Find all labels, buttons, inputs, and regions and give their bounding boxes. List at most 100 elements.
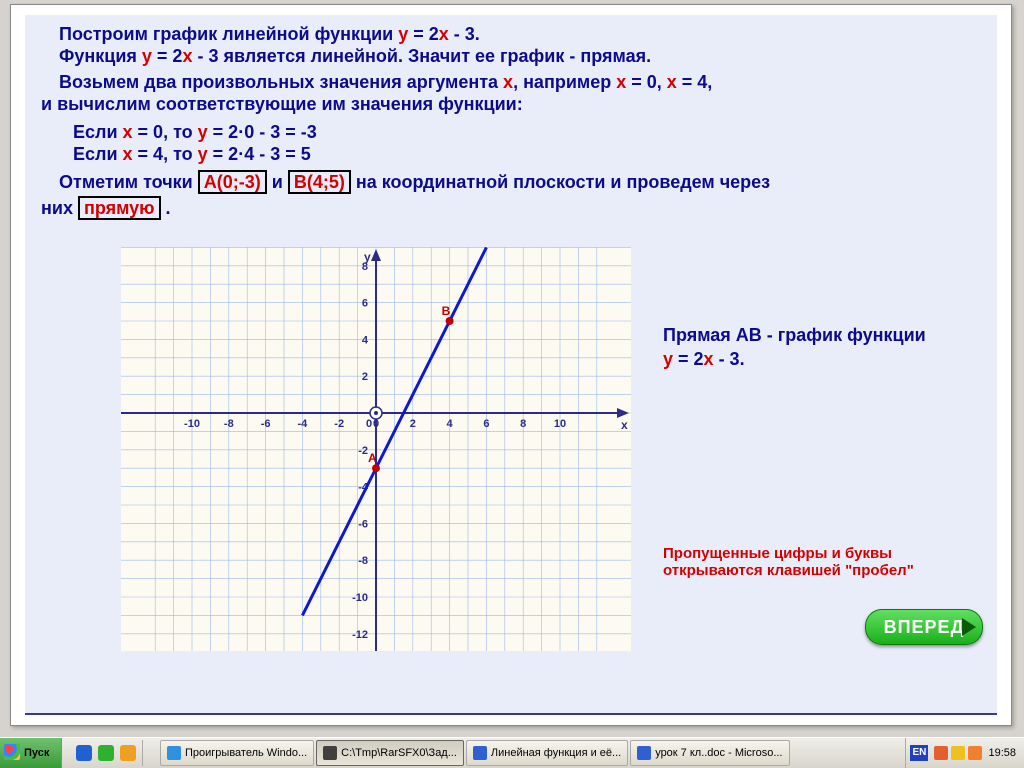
l3-x: х <box>503 72 513 92</box>
tray-icon[interactable] <box>968 746 982 760</box>
l2-eq: = 2 <box>152 46 183 66</box>
quicklaunch-icon[interactable] <box>120 745 136 761</box>
slide-divider <box>25 713 997 715</box>
l1-b: - 3. <box>449 24 480 44</box>
l2-b: - 3 является линейной. Значит ее график … <box>192 46 651 66</box>
l6-c: = 2·4 - 3 = 5 <box>208 144 311 164</box>
l5-a: Если <box>73 122 123 142</box>
l5-y: у <box>198 122 208 142</box>
l3-a: Возьмем два произвольных значения аргуме… <box>59 72 503 92</box>
svg-text:A: A <box>368 451 377 465</box>
svg-text:-6: -6 <box>358 518 368 530</box>
l5-x: х <box>123 122 133 142</box>
svg-text:8: 8 <box>520 418 526 430</box>
line7: Отметим точки А(0;-3) и В(4;5) на коорди… <box>59 171 770 193</box>
taskbar-button[interactable]: урок 7 кл..doc - Microso... <box>630 740 789 766</box>
point-b-box: В(4;5) <box>288 170 351 194</box>
cap-y: у <box>663 349 673 369</box>
cap-b: - 3. <box>714 349 745 369</box>
cap-eq: = 2 <box>673 349 704 369</box>
l8-a: них <box>41 198 78 218</box>
clock[interactable]: 19:58 <box>988 747 1016 759</box>
tray-icon[interactable] <box>934 746 948 760</box>
taskbar-button[interactable]: C:\Tmp\RarSFX0\Зад... <box>316 740 464 766</box>
svg-text:4: 4 <box>362 334 369 346</box>
l2-x: х <box>182 46 192 66</box>
svg-text:4: 4 <box>447 418 454 430</box>
svg-text:y: y <box>364 250 371 264</box>
svg-text:-2: -2 <box>334 418 344 430</box>
system-tray: EN 19:58 <box>905 738 1020 768</box>
line5: Если х = 0, то у = 2·0 - 3 = -3 <box>73 121 317 143</box>
point-a-box: А(0;-3) <box>198 170 267 194</box>
cap1: Прямая АВ - график функции <box>663 325 926 345</box>
svg-text:-10: -10 <box>352 592 368 604</box>
taskbar-button-label: урок 7 кл..doc - Microso... <box>655 747 782 759</box>
svg-text:-8: -8 <box>224 418 234 430</box>
line6: Если х = 4, то у = 2·4 - 3 = 5 <box>73 143 311 165</box>
chart-svg: -10-8-6-4-20246810-12-10-8-6-4-22468xy0A… <box>121 247 631 651</box>
l1-y: у <box>398 24 408 44</box>
l7-b: и <box>267 172 288 192</box>
app-icon <box>637 746 651 760</box>
svg-text:6: 6 <box>362 298 368 310</box>
quicklaunch-icon[interactable] <box>98 745 114 761</box>
taskbar-button[interactable]: Линейная функция и её... <box>466 740 628 766</box>
l7-c: на координатной плоскости и проведем чер… <box>351 172 770 192</box>
start-button[interactable]: Пуск <box>0 738 62 768</box>
svg-text:6: 6 <box>483 418 489 430</box>
slide-window: Построим график линейной функции у = 2х … <box>10 4 1012 726</box>
line2: Функция у = 2х - 3 является линейной. Зн… <box>59 45 651 67</box>
next-label: ВПЕРЕД <box>884 617 965 637</box>
taskbar-button-label: C:\Tmp\RarSFX0\Зад... <box>341 747 457 759</box>
quicklaunch-icon[interactable] <box>76 745 92 761</box>
l2-a: Функция <box>59 46 142 66</box>
l3-b: , например <box>513 72 616 92</box>
desktop: Построим график линейной функции у = 2х … <box>0 0 1024 768</box>
svg-text:2: 2 <box>410 418 416 430</box>
cap-x: х <box>704 349 714 369</box>
taskbar-tasks: Проигрыватель Windo... C:\Tmp\RarSFX0\Зад… <box>160 740 790 766</box>
svg-text:10: 10 <box>554 418 566 430</box>
line-box: прямую <box>78 196 161 220</box>
l6-b: = 4, то <box>133 144 198 164</box>
svg-text:2: 2 <box>362 371 368 383</box>
chart-plot: -10-8-6-4-20246810-12-10-8-6-4-22468xy0A… <box>121 247 631 651</box>
line3: Возьмем два произвольных значения аргуме… <box>59 71 712 93</box>
tray-icon[interactable] <box>951 746 965 760</box>
svg-text:x: x <box>621 418 628 432</box>
app-icon <box>167 746 181 760</box>
quick-launch <box>70 740 143 766</box>
svg-text:-10: -10 <box>184 418 200 430</box>
l6-x: х <box>123 144 133 164</box>
l5-b: = 0, то <box>133 122 198 142</box>
caption: Прямая АВ - график функции у = 2х - 3. <box>663 323 983 371</box>
l3-x4: х <box>667 72 677 92</box>
svg-text:B: B <box>442 304 451 318</box>
svg-text:-8: -8 <box>358 555 368 567</box>
app-icon <box>323 746 337 760</box>
svg-text:-4: -4 <box>298 418 309 430</box>
app-icon <box>473 746 487 760</box>
svg-text:-2: -2 <box>358 445 368 457</box>
taskbar-button[interactable]: Проигрыватель Windo... <box>160 740 314 766</box>
taskbar-button-label: Линейная функция и её... <box>491 747 621 759</box>
l1-eq: = 2 <box>408 24 439 44</box>
hint-text: Пропущенные цифры и буквы открываются кл… <box>663 545 983 579</box>
line1: Построим график линейной функции у = 2х … <box>59 23 480 45</box>
l6-a: Если <box>73 144 123 164</box>
language-indicator[interactable]: EN <box>910 745 928 761</box>
l6-y: у <box>198 144 208 164</box>
l1-x: х <box>439 24 449 44</box>
next-button[interactable]: ВПЕРЕД <box>865 609 983 645</box>
svg-text:0: 0 <box>366 418 372 430</box>
svg-text:0: 0 <box>373 418 379 430</box>
line8: них прямую . <box>41 197 171 219</box>
tray-icons <box>934 746 982 760</box>
slide-area: Построим график линейной функции у = 2х … <box>25 15 997 715</box>
line4: и вычислим соответствующие им значения ф… <box>41 93 523 115</box>
l2-y: у <box>142 46 152 66</box>
svg-text:-6: -6 <box>261 418 271 430</box>
taskbar-button-label: Проигрыватель Windo... <box>185 747 307 759</box>
svg-text:-12: -12 <box>352 629 368 641</box>
